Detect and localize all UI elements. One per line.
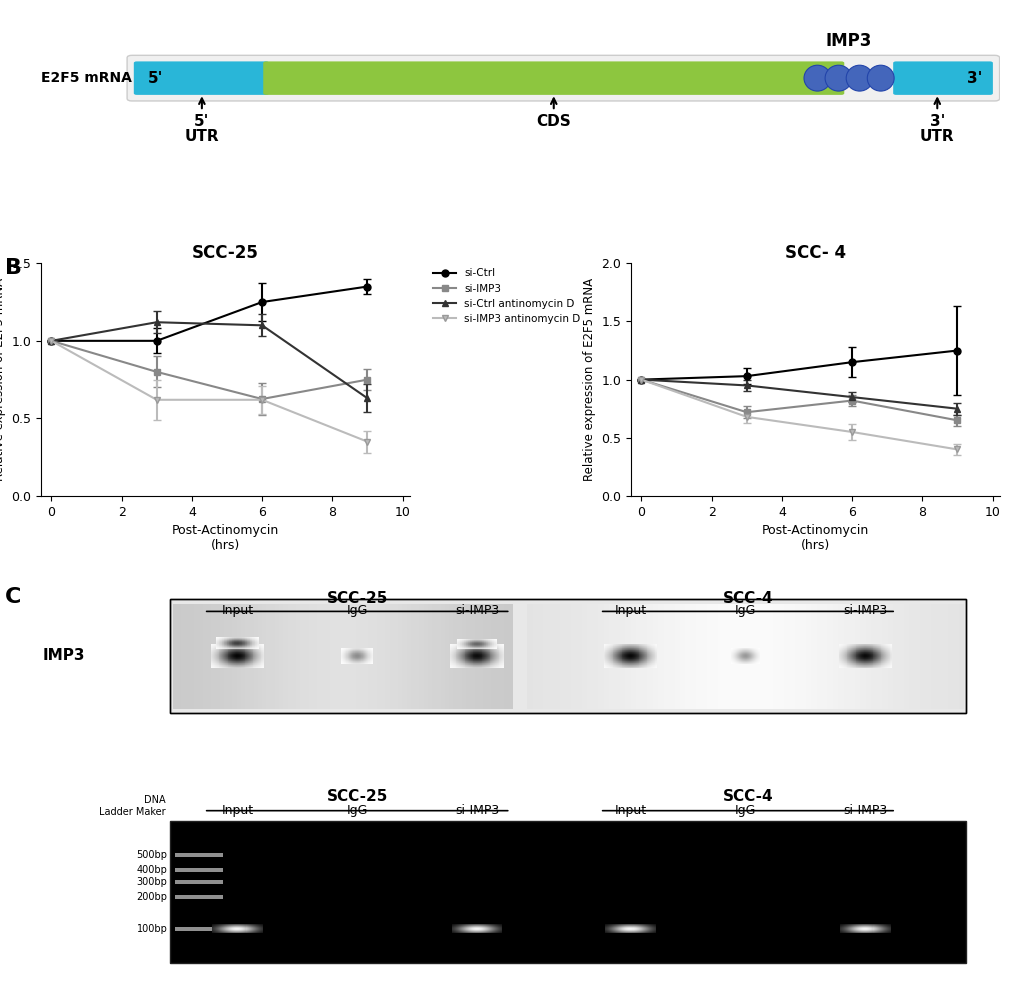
Text: Input: Input: [221, 803, 253, 817]
Text: Input: Input: [613, 604, 646, 617]
Ellipse shape: [824, 65, 851, 91]
Y-axis label: Relative expression of E2F5 mRNA: Relative expression of E2F5 mRNA: [582, 278, 595, 482]
Text: SCC-25: SCC-25: [326, 591, 387, 606]
Text: 200bp: 200bp: [137, 892, 167, 901]
Text: 100bp: 100bp: [137, 924, 167, 934]
Title: SCC- 4: SCC- 4: [784, 244, 845, 261]
Text: IgG: IgG: [346, 803, 368, 817]
Text: SCC-4: SCC-4: [721, 789, 772, 804]
Text: 3': 3': [966, 71, 981, 86]
Text: UTR: UTR: [184, 129, 219, 144]
Bar: [170, 599, 965, 713]
X-axis label: Post-Actinomycin
(hrs): Post-Actinomycin (hrs): [761, 524, 868, 552]
Bar: [175, 927, 223, 931]
Text: SCC-4: SCC-4: [721, 591, 772, 606]
Text: 500bp: 500bp: [137, 850, 167, 860]
Text: UTR: UTR: [919, 129, 954, 144]
Ellipse shape: [803, 65, 830, 91]
Text: 3': 3': [928, 114, 944, 129]
Text: si-IMP3: si-IMP3: [454, 604, 498, 617]
Text: 300bp: 300bp: [137, 877, 167, 887]
FancyBboxPatch shape: [133, 61, 269, 95]
Y-axis label: Relative expression of E2F5 mRNA: Relative expression of E2F5 mRNA: [0, 278, 5, 482]
Text: DNA
Ladder Maker: DNA Ladder Maker: [99, 795, 165, 817]
Bar: [170, 599, 965, 713]
Text: 400bp: 400bp: [137, 865, 167, 875]
Text: IMP3: IMP3: [43, 649, 86, 664]
FancyBboxPatch shape: [263, 61, 844, 95]
Text: SCC-25: SCC-25: [326, 789, 387, 804]
Text: IMP3: IMP3: [825, 32, 871, 50]
Text: IgG: IgG: [734, 604, 755, 617]
Text: IgG: IgG: [734, 803, 755, 817]
Text: CDS: CDS: [536, 114, 571, 129]
Text: si-IMP3: si-IMP3: [454, 803, 498, 817]
Text: 5': 5': [148, 71, 163, 86]
Ellipse shape: [846, 65, 872, 91]
Bar: [175, 895, 223, 899]
Ellipse shape: [866, 65, 894, 91]
Text: C: C: [5, 588, 21, 607]
FancyBboxPatch shape: [893, 61, 991, 95]
FancyBboxPatch shape: [127, 55, 999, 101]
X-axis label: Post-Actinomycin
(hrs): Post-Actinomycin (hrs): [171, 524, 278, 552]
Bar: [170, 821, 965, 963]
Text: B: B: [5, 259, 22, 278]
Title: SCC-25: SCC-25: [192, 244, 259, 261]
Legend: si-Ctrl, si-IMP3, si-Ctrl antinomycin D, si-IMP3 antinomycin D: si-Ctrl, si-IMP3, si-Ctrl antinomycin D,…: [433, 268, 580, 324]
Bar: [175, 880, 223, 885]
Bar: [175, 868, 223, 872]
Text: Input: Input: [613, 803, 646, 817]
Text: 5': 5': [194, 114, 209, 129]
Text: IgG: IgG: [346, 604, 368, 617]
Bar: [175, 853, 223, 857]
Text: si-IMP3: si-IMP3: [843, 803, 887, 817]
Text: si-IMP3: si-IMP3: [843, 604, 887, 617]
Text: Input: Input: [221, 604, 253, 617]
Text: E2F5 mRNA: E2F5 mRNA: [41, 71, 131, 86]
